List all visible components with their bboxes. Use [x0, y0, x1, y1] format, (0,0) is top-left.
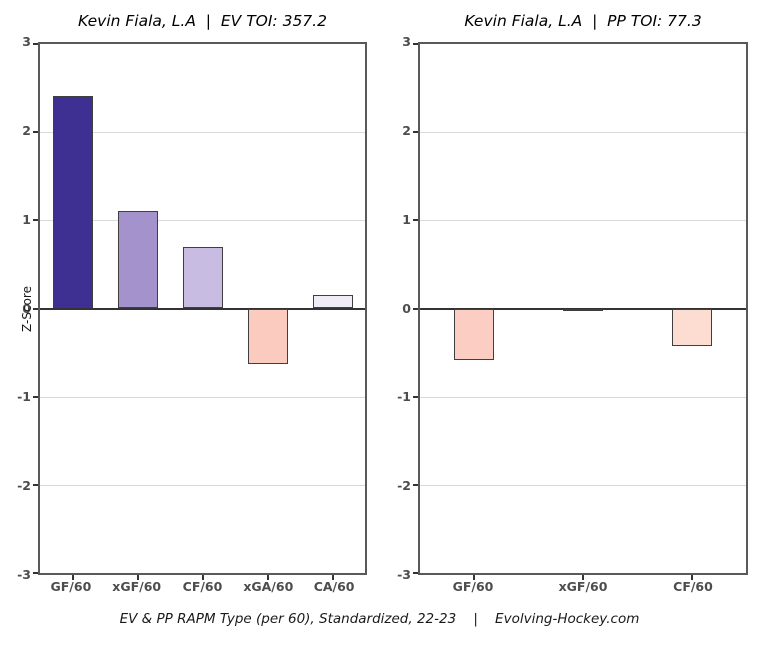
y-tick-label: -2 — [17, 478, 31, 494]
y-tick-mark — [413, 395, 418, 398]
pp-y-axis: 3 2 1 0 -1 -2 -3 — [378, 34, 411, 582]
bar-gf-60 — [52, 96, 93, 309]
x-tick-mark — [331, 575, 334, 580]
y-tick-label: -3 — [397, 567, 411, 582]
x-tick-label: GF/60 — [452, 579, 494, 594]
y-tick-mark — [413, 483, 418, 486]
ev-y-axis: 3 2 1 0 -1 -2 -3 — [0, 34, 31, 582]
x-tick-label: xGF/60 — [558, 579, 608, 594]
y-tick-mark — [33, 43, 38, 45]
y-tick-mark — [33, 395, 38, 398]
bar-gf-60 — [454, 308, 495, 360]
y-tick-mark — [413, 307, 418, 310]
pp-plot-area — [413, 42, 748, 580]
figure-caption: EV & PP RAPM Type (per 60), Standardized… — [119, 611, 640, 627]
ev-plot-area — [33, 42, 367, 580]
x-tick-mark — [71, 575, 74, 580]
y-tick-label: 2 — [402, 122, 411, 138]
y-tick-label: -1 — [17, 389, 31, 405]
y-tick-mark — [33, 219, 38, 222]
y-tick-mark — [33, 131, 38, 134]
x-tick-mark — [136, 575, 139, 580]
x-tick-label: GF/60 — [50, 579, 92, 594]
pp-x-axis: GF/60 xGF/60 CF/60 — [418, 579, 748, 599]
pp-chart-title: Kevin Fiala, L.A | PP TOI: 77.3 — [464, 12, 702, 30]
y-tick-label: 0 — [402, 300, 411, 316]
y-tick-mark — [413, 131, 418, 134]
x-tick-mark — [473, 575, 476, 580]
y-tick-label: 1 — [22, 211, 31, 227]
y-tick-mark — [413, 219, 418, 222]
x-tick-label: CA/60 — [313, 579, 355, 594]
y-tick-label: -1 — [397, 389, 411, 405]
y-tick-label: 0 — [22, 300, 31, 316]
x-tick-mark — [266, 575, 269, 580]
x-tick-label: CF/60 — [673, 579, 713, 594]
gridline — [40, 220, 365, 222]
y-tick-label: -2 — [397, 478, 411, 494]
gridline — [420, 220, 746, 222]
gridline — [40, 396, 365, 398]
y-tick-mark — [33, 483, 38, 486]
x-tick-label: CF/60 — [182, 579, 223, 594]
y-tick-label: 2 — [22, 122, 31, 138]
y-tick-mark — [413, 572, 418, 574]
bar-xgf-60 — [563, 308, 603, 311]
gridline — [420, 132, 746, 134]
ev-chart-panel: Kevin Fiala, L.A | EV TOI: 357.2 3 2 1 0 -1 -… — [17, 0, 367, 647]
y-tick-label: 3 — [22, 34, 31, 49]
y-tick-mark — [413, 43, 418, 45]
bar-xga-60 — [247, 308, 288, 365]
bar-ca-60 — [312, 295, 353, 309]
y-tick-label: 3 — [402, 34, 411, 49]
y-tick-label: 1 — [402, 211, 411, 227]
y-tick-label: -3 — [17, 567, 31, 582]
zero-line — [40, 307, 365, 310]
y-axis-title: Z-Score — [20, 286, 34, 332]
bar-cf-60 — [182, 246, 223, 309]
x-tick-mark — [582, 575, 584, 580]
bar-xgf-60 — [117, 210, 158, 309]
gridline — [40, 484, 365, 486]
gridline — [40, 132, 365, 134]
x-tick-mark — [690, 575, 693, 580]
ev-x-axis: GF/60 xGF/60 CF/60 xGA/60 CA/60 — [38, 579, 367, 599]
x-tick-label: xGF/60 — [112, 579, 162, 594]
bar-cf-60 — [671, 308, 712, 347]
y-tick-mark — [33, 307, 38, 310]
x-tick-mark — [201, 575, 204, 580]
x-tick-label: xGA/60 — [243, 579, 294, 594]
pp-chart-panel: Kevin Fiala, L.A | PP TOI: 77.3 3 2 1 0 -1 -2… — [397, 0, 748, 647]
ev-chart-title: Kevin Fiala, L.A | EV TOI: 357.2 — [78, 12, 327, 30]
gridline — [420, 396, 746, 398]
gridline — [420, 484, 746, 486]
y-tick-mark — [33, 572, 38, 574]
